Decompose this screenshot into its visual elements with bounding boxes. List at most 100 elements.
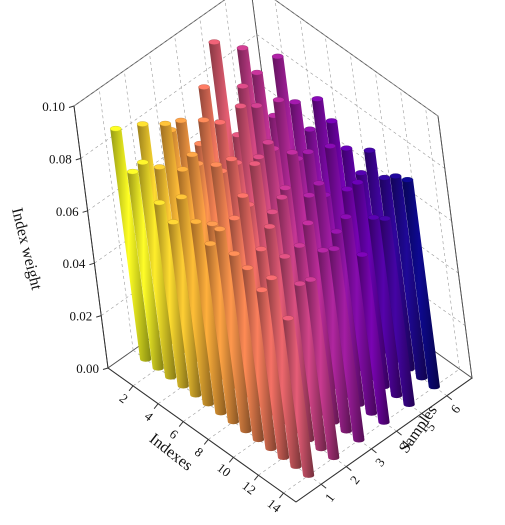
bar-cap [159,120,172,127]
bars-group [109,39,440,478]
bar-cap [251,69,263,76]
bar-body [317,250,352,434]
bar-cap [228,215,241,221]
bar-body [367,217,403,399]
z-axis-title: Index weight [8,206,45,292]
bar-cap [293,242,306,249]
z-tick-label: 0.08 [49,151,72,166]
bar-13-3 [317,247,352,434]
bar-cap [248,160,261,167]
z-tick-label: 0.02 [69,309,92,324]
bar-body [340,216,378,416]
y-tick [345,466,352,471]
x-tick [178,421,184,427]
bar-cap [266,209,279,215]
y-tick-label: 3 [372,455,388,469]
x-tick [203,439,209,445]
bar-body [110,128,152,362]
bar-cap [265,275,278,281]
x-axis-line [107,367,297,503]
bar-14-4 [356,251,390,425]
bar-cap [304,276,317,283]
bar-cap [293,280,306,287]
y-tick [371,448,377,454]
grid-line [425,107,460,370]
bar-cap [236,45,249,51]
bar-cap [304,126,316,133]
y-tick-label: 1 [322,490,338,504]
bar-body [401,179,440,390]
bar-body [390,176,428,381]
bar-cap [313,180,325,186]
bar-cap [126,168,139,175]
bar-cap [324,143,336,149]
bar-body [379,218,415,408]
bar-5-1 [167,219,202,398]
bar-6-1 [175,194,214,407]
bar-body [228,253,265,443]
bar-body [282,318,315,478]
bar-13-4 [340,214,378,416]
x-tick-label: 4 [142,408,157,424]
bar-cap [176,166,189,172]
right-edge [437,115,473,379]
x-tick [254,474,259,481]
bar-13-6 [389,173,428,381]
bar-cap [340,214,352,220]
bar-7-1 [190,218,227,416]
z-tick-label: 0.06 [56,204,79,219]
bar-13-2 [293,280,327,452]
bar-cap [204,240,217,247]
bar-cap [250,102,263,109]
y-tick-label: 6 [447,401,463,416]
y-tick [320,483,327,489]
bar-cap [282,315,295,321]
z-tick-label: 0.10 [42,99,65,114]
bar-14-1 [282,315,315,478]
bar-body [214,228,252,434]
bar-cap [302,149,314,155]
bar-body [127,171,164,371]
bar-8-1 [204,240,240,425]
bar-body [305,279,340,461]
x-tick [228,457,234,463]
bar-cap [286,149,298,155]
bar-cap [379,215,391,222]
bar-12-1 [255,287,290,461]
bar-cap [355,170,367,176]
bar-body [167,222,202,398]
bar-cap [175,194,188,200]
bar-cap [136,121,149,127]
bar-body [256,289,290,461]
bar-cap [252,154,265,160]
y-tick [421,413,428,418]
bar-cap [330,228,343,235]
x-tick [153,403,159,410]
bar-body [265,277,302,469]
bar-cap [311,96,324,102]
grid-line [98,88,134,351]
bar-body [356,254,390,425]
y-tick [396,430,402,436]
y-tick [446,395,453,401]
x-tick [279,492,284,499]
bar-cap [262,139,274,145]
bar-cap [276,194,288,200]
bar-cap [341,186,353,192]
bar-cap [289,99,301,105]
z-tick [102,367,109,370]
bar-cap [356,251,369,258]
bar-10-1 [228,250,265,443]
bar-body [153,202,189,389]
bar-cap [367,214,380,221]
z-axis-line [73,105,109,369]
bar-cap [234,103,247,109]
bar-body [241,267,277,452]
grid-line [274,0,439,117]
bar-cap [190,218,202,225]
bar-11-1 [241,265,277,452]
x-tick-label: 10 [214,460,233,480]
bar-cap [325,118,338,124]
